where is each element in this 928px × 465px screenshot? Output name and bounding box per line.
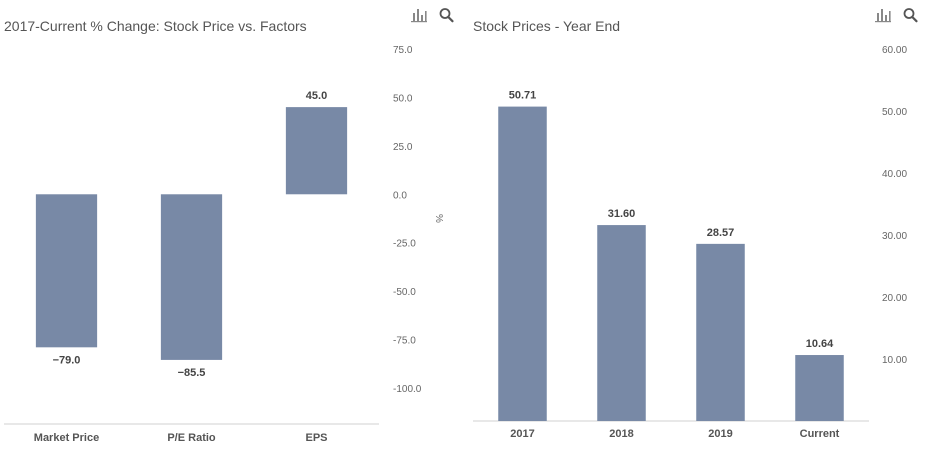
category-label: EPS <box>305 432 327 444</box>
y-tick-label: 10.00 <box>882 355 907 366</box>
bar <box>285 107 348 195</box>
search-icon[interactable] <box>438 7 456 23</box>
bar <box>597 225 646 421</box>
bar <box>498 106 547 422</box>
bar <box>160 194 223 360</box>
y-tick-label: 30.00 <box>882 231 907 242</box>
y-tick-label: -75.0 <box>393 336 416 347</box>
y-tick-label: 25.0 <box>393 142 413 153</box>
search-icon[interactable] <box>902 7 920 23</box>
data-label: 50.71 <box>509 90 537 102</box>
y-tick-label: -50.0 <box>393 287 416 298</box>
category-label: 2019 <box>708 428 732 440</box>
category-label: P/E Ratio <box>167 432 216 444</box>
y-tick-label: 0.0 <box>393 190 407 201</box>
category-label: 2018 <box>609 428 633 440</box>
y-tick-label: 20.00 <box>882 293 907 304</box>
category-label: Market Price <box>34 432 99 444</box>
chart-title: 2017-Current % Change: Stock Price vs. F… <box>4 18 307 34</box>
data-label: 10.64 <box>806 338 834 350</box>
y-tick-label: 60.00 <box>882 45 907 56</box>
data-label: 28.57 <box>707 227 735 239</box>
data-label: 45.0 <box>306 90 327 102</box>
percent-change-bar-chart: −79.0 Market Price −85.5 P/E Ratio 45.0 EPS 75… <box>4 45 444 444</box>
stock-prices-bar-chart: 50.71 2017 31.60 2018 28.57 2019 10.64 Current 6… <box>473 45 907 440</box>
chart-toolbar <box>874 7 920 23</box>
category-label: Current <box>800 428 840 440</box>
y-tick-label: 40.00 <box>882 169 907 180</box>
y-tick-label: 75.0 <box>393 45 413 56</box>
bar <box>35 194 98 348</box>
data-label: −79.0 <box>53 354 81 366</box>
y-tick-label: 50.00 <box>882 107 907 118</box>
chart-title: Stock Prices - Year End <box>473 18 621 34</box>
category-label: 2017 <box>510 428 534 440</box>
bar <box>696 243 745 421</box>
bar-chart-icon[interactable] <box>410 7 428 23</box>
bar-chart-icon[interactable] <box>874 7 892 23</box>
chart-panel-stock-prices: Stock Prices - Year End 50.71 2017 31.60 20… <box>465 0 928 465</box>
y-tick-label: -100.0 <box>393 384 422 395</box>
y-tick-label: -25.0 <box>393 239 416 250</box>
chart-toolbar <box>410 7 456 23</box>
chart-panel-percent-change: 2017-Current % Change: Stock Price vs. F… <box>4 7 456 444</box>
y-tick-label: 50.0 <box>393 93 413 104</box>
bar <box>795 355 844 421</box>
data-label: −85.5 <box>178 367 206 379</box>
y-axis-title: % <box>433 214 444 223</box>
data-label: 31.60 <box>608 208 636 220</box>
